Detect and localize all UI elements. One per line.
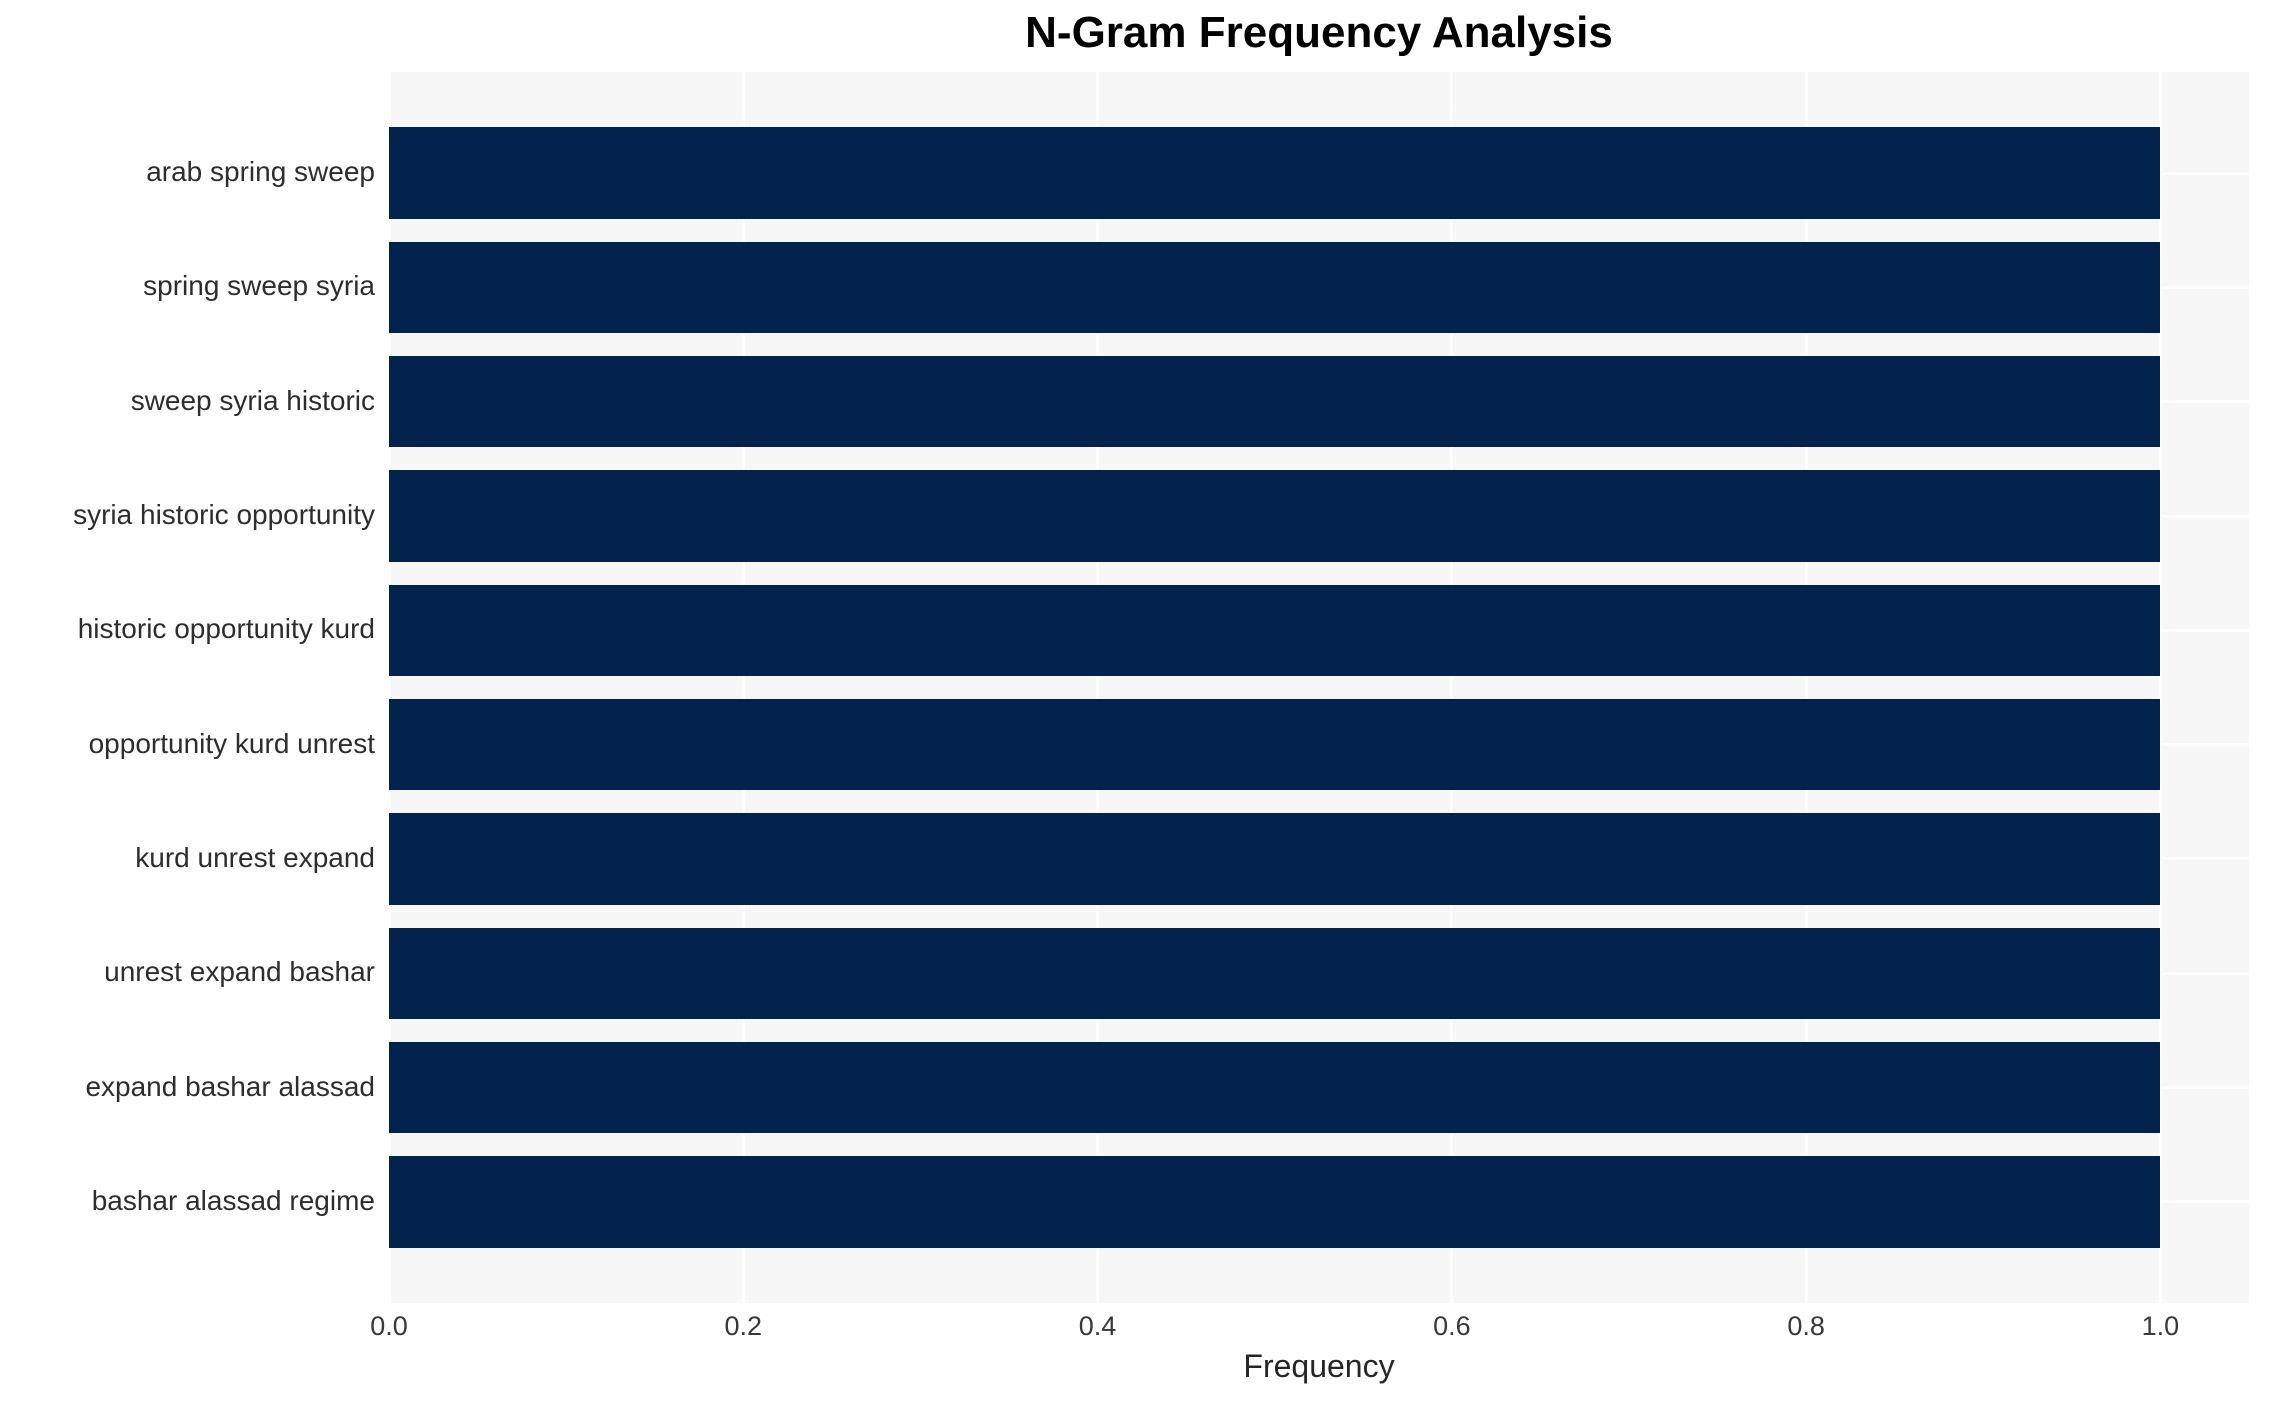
v-gridline — [389, 72, 391, 1303]
bar-sweep-syria-historic — [389, 356, 2161, 448]
y-tick-label: bashar alassad regime — [91, 1184, 375, 1216]
bar-bashar-alassad-regime — [389, 1156, 2161, 1248]
y-tick-label: syria historic opportunity — [73, 499, 375, 531]
bar-expand-bashar-alassad — [389, 1041, 2161, 1134]
chart-title: N-Gram Frequency Analysis — [1025, 8, 1613, 57]
bar-opportunity-kurd-unrest — [389, 698, 2161, 791]
v-gridline — [2158, 72, 2162, 1303]
y-tick-label: sweep syria historic — [130, 384, 375, 416]
x-axis-label: Frequency — [1243, 1348, 1395, 1384]
x-tick-label: 1.0 — [2141, 1311, 2180, 1341]
bar-spring-sweep-syria — [389, 241, 2161, 334]
v-gridline — [741, 72, 745, 1303]
y-tick-label: historic opportunity kurd — [77, 613, 375, 645]
plot-area — [389, 72, 2249, 1303]
bar-unrest-expand-bashar — [389, 927, 2161, 1019]
v-gridline — [1096, 72, 1100, 1303]
x-tick-label: 0.2 — [724, 1311, 763, 1341]
x-tick-label: 0.0 — [370, 1311, 408, 1341]
bar-syria-historic-opportunity — [389, 470, 2161, 562]
y-tick-label: arab spring sweep — [146, 156, 375, 188]
x-tick-label: 0.6 — [1433, 1311, 1471, 1341]
y-tick-label: expand bashar alassad — [85, 1070, 375, 1102]
x-tick-label: 0.4 — [1078, 1311, 1117, 1341]
v-gridline — [1804, 72, 1808, 1303]
bar-arab-spring-sweep — [389, 127, 2161, 219]
bar-historic-opportunity-kurd — [389, 584, 2161, 677]
y-tick-label: kurd unrest expand — [135, 841, 375, 873]
y-tick-label: opportunity kurd unrest — [88, 727, 375, 759]
bar-kurd-unrest-expand — [389, 813, 2161, 905]
x-tick-label: 0.8 — [1787, 1311, 1825, 1341]
y-tick-label: unrest expand bashar — [104, 956, 375, 988]
v-gridline — [1450, 72, 1454, 1303]
y-tick-label: spring sweep syria — [143, 270, 375, 302]
